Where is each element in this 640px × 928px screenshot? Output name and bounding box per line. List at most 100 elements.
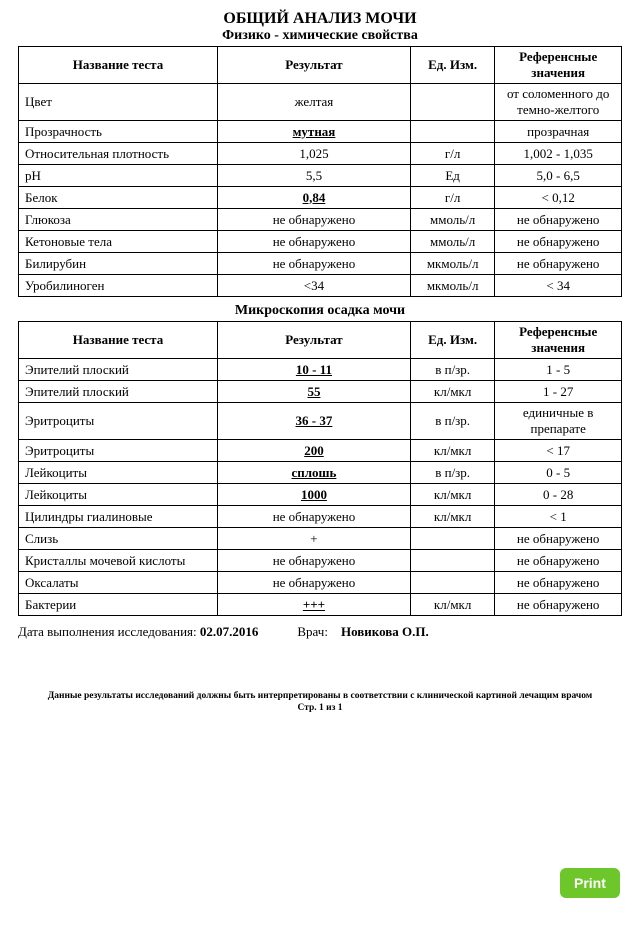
cell-result: мутная: [217, 121, 410, 143]
table-row: Эритроциты200кл/мкл< 17: [19, 440, 622, 462]
cell-ref: единичные в препарате: [495, 403, 622, 440]
table-row: Оксалатыне обнаруженоне обнаружено: [19, 572, 622, 594]
cell-result: +: [217, 528, 410, 550]
cell-unit: ммоль/л: [410, 209, 494, 231]
cell-unit: г/л: [410, 187, 494, 209]
th-name: Название теста: [19, 322, 218, 359]
table-row: Относительная плотность1,025г/л1,002 - 1…: [19, 143, 622, 165]
cell-ref: не обнаружено: [495, 528, 622, 550]
table-section1: Название теста Результат Ед. Изм. Рефере…: [18, 46, 622, 297]
table-section2: Название теста Результат Ед. Изм. Рефере…: [18, 321, 622, 616]
cell-unit: Ед: [410, 165, 494, 187]
cell-result: не обнаружено: [217, 550, 410, 572]
cell-ref: 5,0 - 6,5: [495, 165, 622, 187]
section2-title: Микроскопия осадка мочи: [18, 303, 622, 319]
cell-result: не обнаружено: [217, 231, 410, 253]
cell-result: не обнаружено: [217, 572, 410, 594]
table-row: Эритроциты36 - 37в п/зр.единичные в преп…: [19, 403, 622, 440]
date-value: 02.07.2016: [200, 624, 259, 639]
cell-name: Уробилиноген: [19, 275, 218, 297]
cell-result: не обнаружено: [217, 506, 410, 528]
cell-ref: не обнаружено: [495, 209, 622, 231]
cell-ref: не обнаружено: [495, 550, 622, 572]
cell-unit: [410, 121, 494, 143]
cell-name: pH: [19, 165, 218, 187]
cell-ref: 1,002 - 1,035: [495, 143, 622, 165]
cell-ref: от соломенного до темно-желтого: [495, 84, 622, 121]
cell-ref: < 0,12: [495, 187, 622, 209]
table-row: Цилиндры гиалиновыене обнаруженокл/мкл< …: [19, 506, 622, 528]
disclaimer: Данные результаты исследований должны бы…: [18, 690, 622, 715]
cell-ref: 1 - 5: [495, 359, 622, 381]
cell-result: 0,84: [217, 187, 410, 209]
cell-name: Прозрачность: [19, 121, 218, 143]
cell-unit: мкмоль/л: [410, 253, 494, 275]
cell-name: Лейкоциты: [19, 462, 218, 484]
table-row: Лейкоциты1000кл/мкл0 - 28: [19, 484, 622, 506]
cell-result: не обнаружено: [217, 209, 410, 231]
th-unit: Ед. Изм.: [410, 47, 494, 84]
table-row: Прозрачностьмутная прозрачная: [19, 121, 622, 143]
th-result: Результат: [217, 322, 410, 359]
cell-result: +++: [217, 594, 410, 616]
cell-name: Белок: [19, 187, 218, 209]
page-title: ОБЩИЙ АНАЛИЗ МОЧИ: [18, 10, 622, 28]
cell-result: желтая: [217, 84, 410, 121]
cell-unit: кл/мкл: [410, 484, 494, 506]
cell-name: Эритроциты: [19, 403, 218, 440]
th-unit: Ед. Изм.: [410, 322, 494, 359]
table-row: Глюкозане обнаруженоммоль/лне обнаружено: [19, 209, 622, 231]
cell-result: 1000: [217, 484, 410, 506]
table-row: Лейкоцитысплошьв п/зр.0 - 5: [19, 462, 622, 484]
table-row: Слизь+не обнаружено: [19, 528, 622, 550]
print-button[interactable]: Print: [560, 868, 620, 898]
cell-unit: кл/мкл: [410, 506, 494, 528]
cell-ref: < 1: [495, 506, 622, 528]
cell-name: Эпителий плоский: [19, 381, 218, 403]
table-row: Цветжелтая от соломенного до темно-желтог…: [19, 84, 622, 121]
cell-name: Кетоновые тела: [19, 231, 218, 253]
table-row: Бактерии+++кл/мклне обнаружено: [19, 594, 622, 616]
table-head: Название теста Результат Ед. Изм. Рефере…: [19, 322, 622, 359]
cell-name: Эритроциты: [19, 440, 218, 462]
cell-name: Оксалаты: [19, 572, 218, 594]
cell-result: <34: [217, 275, 410, 297]
th-ref: Референсные значения: [495, 322, 622, 359]
cell-result: 200: [217, 440, 410, 462]
disclaimer-line2: Стр. 1 из 1: [18, 702, 622, 714]
cell-ref: 1 - 27: [495, 381, 622, 403]
table-row: pH5,5Ед5,0 - 6,5: [19, 165, 622, 187]
cell-ref: не обнаружено: [495, 594, 622, 616]
date-label: Дата выполнения исследования:: [18, 624, 197, 639]
cell-ref: < 34: [495, 275, 622, 297]
cell-ref: < 17: [495, 440, 622, 462]
table-row: Уробилиноген<34мкмоль/л< 34: [19, 275, 622, 297]
th-ref: Референсные значения: [495, 47, 622, 84]
cell-unit: кл/мкл: [410, 381, 494, 403]
table-row: Кристаллы мочевой кислотыне обнаруженоне…: [19, 550, 622, 572]
table-head: Название теста Результат Ед. Изм. Рефере…: [19, 47, 622, 84]
cell-name: Относительная плотность: [19, 143, 218, 165]
cell-unit: кл/мкл: [410, 440, 494, 462]
doctor-label: Врач:: [297, 624, 328, 639]
cell-result: 55: [217, 381, 410, 403]
cell-ref: прозрачная: [495, 121, 622, 143]
th-name: Название теста: [19, 47, 218, 84]
cell-ref: не обнаружено: [495, 253, 622, 275]
cell-name: Цилиндры гиалиновые: [19, 506, 218, 528]
cell-result: 36 - 37: [217, 403, 410, 440]
cell-result: сплошь: [217, 462, 410, 484]
cell-unit: мкмоль/л: [410, 275, 494, 297]
cell-unit: в п/зр.: [410, 359, 494, 381]
cell-unit: г/л: [410, 143, 494, 165]
disclaimer-line1: Данные результаты исследований должны бы…: [18, 690, 622, 702]
cell-unit: в п/зр.: [410, 403, 494, 440]
cell-ref: 0 - 28: [495, 484, 622, 506]
cell-unit: ммоль/л: [410, 231, 494, 253]
table-row: Эпителий плоский55кл/мкл1 - 27: [19, 381, 622, 403]
cell-name: Цвет: [19, 84, 218, 121]
cell-name: Кристаллы мочевой кислоты: [19, 550, 218, 572]
cell-result: не обнаружено: [217, 253, 410, 275]
cell-result: 5,5: [217, 165, 410, 187]
cell-name: Глюкоза: [19, 209, 218, 231]
